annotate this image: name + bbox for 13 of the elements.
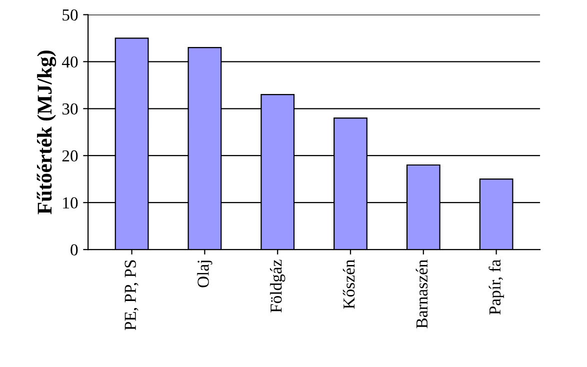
x-tick-label: Barnaszén (416, 260, 428, 328)
y-tick-label: 50 (62, 9, 78, 21)
x-tick-label: Földgáz (270, 260, 286, 312)
y-tick-label: 0 (70, 244, 78, 256)
x-tick-label: Papír, fa (488, 260, 504, 315)
x-tick-label: PE, PP, PS (124, 260, 138, 330)
y-axis-title: Fűtőérték (MJ/kg) (36, 50, 56, 214)
y-tick-label: 10 (63, 197, 78, 209)
y-tick-label: 40 (62, 56, 78, 68)
x-tick-label: Kőszén (342, 260, 355, 309)
y-tick-label: 30 (62, 103, 78, 115)
x-tick-label: Olaj (197, 260, 212, 288)
y-tick-label: 20 (62, 150, 78, 162)
